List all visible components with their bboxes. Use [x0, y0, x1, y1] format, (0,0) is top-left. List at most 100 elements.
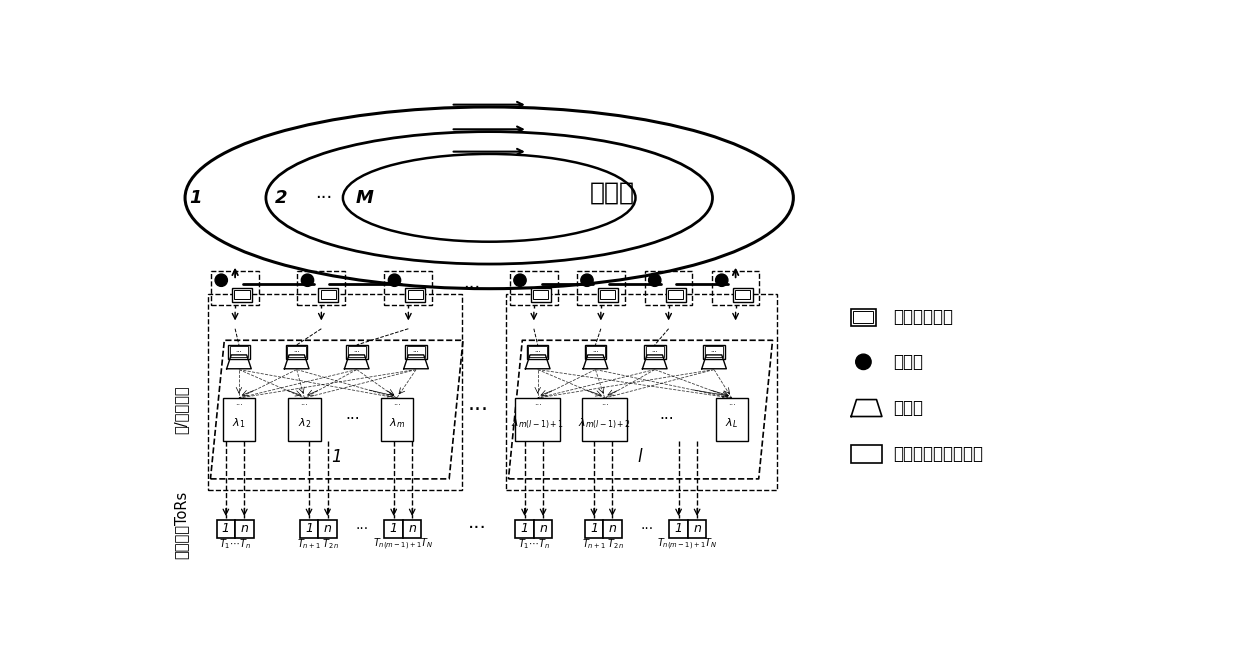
Bar — [600, 290, 615, 300]
Text: $\lambda_1$: $\lambda_1$ — [232, 417, 246, 430]
Bar — [534, 520, 552, 538]
Text: 1: 1 — [521, 523, 528, 536]
Text: $T_{n+1}\;T_{2n}$: $T_{n+1}\;T_{2n}$ — [298, 538, 340, 551]
Text: 耦合器: 耦合器 — [894, 353, 924, 371]
Text: ···: ··· — [463, 279, 480, 297]
Bar — [403, 520, 422, 538]
Circle shape — [715, 274, 728, 286]
Bar — [712, 271, 759, 305]
Bar — [583, 398, 627, 441]
Bar — [715, 398, 748, 441]
Polygon shape — [702, 355, 727, 369]
Text: 1: 1 — [389, 523, 398, 536]
Bar — [288, 398, 321, 441]
Bar — [510, 271, 558, 305]
Bar — [236, 520, 253, 538]
Text: 骨干环: 骨干环 — [590, 181, 635, 205]
Bar — [321, 290, 336, 300]
Text: ···: ··· — [711, 349, 718, 355]
Text: $\lambda_m$: $\lambda_m$ — [389, 417, 404, 430]
Text: l: l — [637, 449, 641, 466]
Text: n: n — [408, 523, 417, 536]
Bar — [516, 520, 534, 538]
Bar — [346, 345, 367, 359]
Bar — [585, 520, 603, 538]
Bar — [851, 445, 882, 464]
Text: $T_{n(m-1)+1}T_N$: $T_{n(m-1)+1}T_N$ — [657, 537, 718, 552]
Text: $\lambda_L$: $\lambda_L$ — [725, 417, 738, 430]
Bar — [319, 288, 339, 301]
Bar — [668, 290, 683, 300]
Text: $T_1\cdots T_n$: $T_1\cdots T_n$ — [518, 538, 549, 551]
Text: ···: ··· — [467, 400, 489, 420]
Text: n: n — [324, 523, 331, 536]
Text: 1: 1 — [188, 189, 201, 207]
Text: n: n — [609, 523, 616, 536]
Text: 微机电系统交换矩阵: 微机电系统交换矩阵 — [894, 445, 983, 463]
Text: ···: ··· — [728, 402, 735, 411]
Polygon shape — [851, 400, 882, 417]
Bar — [405, 345, 427, 359]
Text: 1: 1 — [590, 523, 598, 536]
Text: M: M — [356, 189, 373, 207]
Text: ···: ··· — [413, 349, 419, 355]
Text: ···: ··· — [356, 522, 368, 536]
Bar — [405, 288, 425, 301]
Bar — [381, 398, 413, 441]
Bar — [286, 345, 308, 359]
Bar — [735, 290, 750, 300]
Bar — [232, 288, 252, 301]
Text: $\lambda_{m(l-1)+2}$: $\lambda_{m(l-1)+2}$ — [578, 416, 631, 430]
Text: ···: ··· — [534, 349, 541, 355]
Polygon shape — [526, 355, 551, 369]
Bar — [587, 347, 605, 357]
Bar — [211, 271, 259, 305]
Text: ···: ··· — [300, 402, 309, 411]
Bar — [506, 294, 777, 490]
Text: 1: 1 — [675, 523, 682, 536]
Text: $\lambda_{m(l-1)+1}$: $\lambda_{m(l-1)+1}$ — [511, 416, 564, 430]
Text: ···: ··· — [236, 402, 243, 411]
Bar — [228, 345, 249, 359]
Bar — [644, 345, 666, 359]
Text: ···: ··· — [315, 189, 332, 207]
Text: ···: ··· — [533, 402, 542, 411]
Text: ···: ··· — [346, 412, 361, 427]
Text: 复用器: 复用器 — [894, 399, 924, 417]
Bar — [300, 520, 319, 538]
Bar — [703, 345, 725, 359]
Circle shape — [580, 274, 593, 286]
Bar — [666, 288, 686, 301]
Text: $T_{n(m-1)+1}T_N$: $T_{n(m-1)+1}T_N$ — [372, 537, 433, 552]
Polygon shape — [284, 355, 309, 369]
Polygon shape — [345, 355, 370, 369]
Text: $T_1\cdots T_n$: $T_1\cdots T_n$ — [219, 538, 252, 551]
Text: ···: ··· — [294, 349, 300, 355]
Bar — [851, 309, 875, 326]
Bar — [408, 290, 423, 300]
Bar — [516, 398, 560, 441]
Polygon shape — [404, 355, 428, 369]
Text: 1: 1 — [305, 523, 312, 536]
Circle shape — [649, 274, 661, 286]
Bar — [688, 520, 707, 538]
Bar — [527, 345, 548, 359]
Text: 顶部机架ToRs: 顶部机架ToRs — [174, 491, 188, 559]
Text: ···: ··· — [641, 522, 653, 536]
Text: 2: 2 — [275, 189, 288, 207]
Text: ···: ··· — [600, 402, 609, 411]
Text: n: n — [241, 523, 248, 536]
Bar — [298, 271, 345, 305]
Bar — [384, 271, 433, 305]
Bar — [407, 347, 425, 357]
Text: $\lambda_2$: $\lambda_2$ — [298, 417, 311, 430]
Text: ···: ··· — [469, 519, 487, 538]
Bar — [533, 290, 548, 300]
Text: 1: 1 — [222, 523, 229, 536]
Bar — [733, 288, 753, 301]
Bar — [670, 520, 688, 538]
Bar — [319, 520, 337, 538]
Text: ···: ··· — [591, 349, 599, 355]
Circle shape — [388, 274, 401, 286]
Bar — [223, 398, 255, 441]
